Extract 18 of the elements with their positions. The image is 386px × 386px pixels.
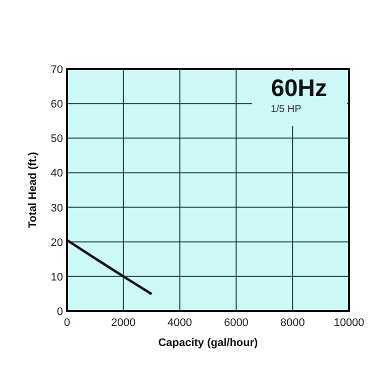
y-tick-label: 30 [50, 202, 63, 214]
y-tick-label: 10 [50, 271, 63, 284]
x-tick-label: 2000 [111, 317, 136, 329]
y-tick-label: 0 [56, 306, 63, 318]
y-axis-title: Total Head (ft.) [27, 152, 39, 228]
y-tick-label: 20 [50, 236, 63, 249]
x-tick-label: 8000 [280, 317, 305, 329]
y-tick-label: 40 [50, 168, 63, 180]
x-tick-label: 4000 [168, 317, 192, 329]
y-tick-label: 60 [50, 98, 63, 111]
y-tick-label: 50 [50, 133, 63, 146]
y-tick-label: 70 [50, 64, 63, 76]
chart-title: 60Hz [270, 75, 327, 102]
x-tick-label: 6000 [224, 317, 248, 329]
x-tick-label: 0 [64, 317, 70, 329]
text: 1/5 HP [270, 104, 302, 115]
x-tick-label: 10000 [334, 317, 364, 329]
x-axis-title: Capacity (gal/hour) [158, 337, 258, 349]
